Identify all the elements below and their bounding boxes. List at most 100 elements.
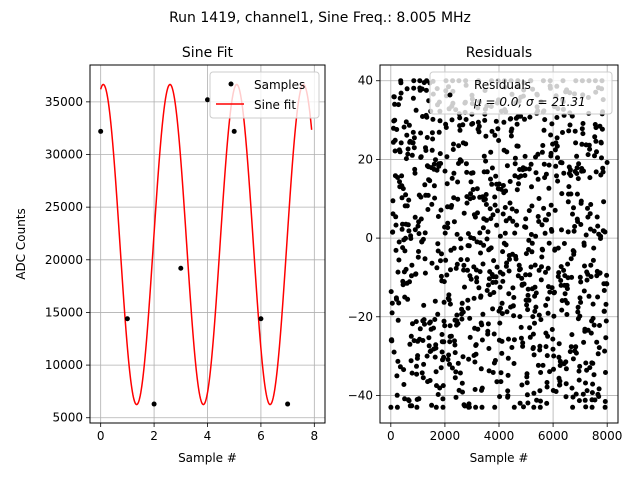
residual-point (398, 80, 404, 86)
residual-point (444, 181, 450, 187)
residual-point (437, 151, 443, 157)
residual-point (482, 117, 488, 123)
residual-point (402, 248, 408, 254)
residual-point (576, 368, 582, 374)
residual-point (596, 386, 602, 392)
residual-point (397, 179, 402, 185)
residual-point (523, 251, 529, 257)
residual-point (464, 169, 470, 175)
residual-point (574, 191, 580, 197)
residual-point (403, 235, 408, 241)
residual-point (514, 187, 520, 193)
residual-point (422, 256, 428, 262)
residual-point (541, 205, 547, 211)
residual-point (421, 317, 427, 323)
residual-point (440, 383, 446, 389)
residual-point (551, 366, 556, 372)
residual-point (442, 323, 448, 329)
residual-point (455, 179, 461, 185)
residual-point (444, 272, 450, 278)
residual-point (567, 167, 573, 173)
residuals-ytick-label: 40 (358, 74, 373, 88)
residual-point (502, 230, 508, 236)
residual-point (515, 273, 521, 279)
residual-point (583, 380, 588, 386)
residual-point (512, 161, 518, 167)
residual-point (558, 278, 564, 283)
residual-point (487, 206, 493, 212)
residual-point (573, 350, 579, 356)
residual-point (507, 200, 513, 206)
residual-point (542, 230, 548, 236)
residual-point (430, 136, 436, 142)
residual-point (447, 361, 452, 367)
residual-point (445, 357, 451, 362)
residual-point (439, 332, 445, 337)
residual-point (526, 208, 532, 214)
residual-point (575, 219, 581, 224)
residual-point (598, 233, 604, 239)
residual-point (452, 338, 457, 344)
residual-point (537, 347, 543, 353)
residuals-xtick-label: 8000 (592, 429, 623, 443)
residual-point (592, 397, 598, 403)
residual-point (438, 365, 444, 371)
residual-point (451, 195, 457, 201)
residual-point (601, 288, 607, 293)
residual-point (519, 275, 525, 281)
residuals-xtick-label: 0 (387, 429, 395, 443)
residual-point (441, 339, 447, 345)
residual-point (508, 116, 514, 122)
residual-point (403, 192, 409, 198)
residual-point (591, 372, 597, 378)
residual-point (578, 279, 584, 285)
residual-point (435, 241, 441, 247)
residual-point (478, 293, 484, 299)
residual-point (457, 115, 463, 121)
residual-point (595, 223, 601, 229)
residual-point (468, 179, 474, 185)
residual-point (399, 173, 405, 179)
residual-point (543, 171, 549, 177)
residual-point (410, 321, 415, 327)
residual-point (576, 398, 582, 404)
residual-point (604, 281, 610, 287)
residuals-ytick-label: −40 (348, 388, 373, 402)
residual-point (521, 404, 526, 410)
residual-point (499, 311, 505, 317)
residual-point (419, 86, 425, 92)
residual-point (446, 352, 452, 358)
residual-point (526, 297, 532, 303)
residual-point (514, 222, 520, 228)
residual-point (492, 194, 498, 200)
residual-point (538, 370, 544, 375)
residual-point (539, 254, 545, 260)
residual-point (534, 397, 540, 403)
residual-point (527, 272, 533, 278)
residual-point (592, 134, 598, 140)
residual-point (408, 358, 414, 364)
residual-point (549, 121, 555, 127)
residual-point (552, 289, 557, 295)
residual-point (392, 148, 398, 154)
residual-point (396, 300, 402, 306)
residual-point (557, 363, 563, 368)
residual-point (544, 384, 550, 390)
residual-point (391, 349, 397, 355)
residual-point (466, 404, 472, 410)
residual-point (401, 382, 407, 387)
residual-point (453, 394, 459, 400)
residual-point (430, 116, 436, 122)
residual-point (395, 317, 401, 323)
residual-point (582, 263, 587, 269)
residual-point (604, 272, 610, 278)
residual-point (530, 331, 536, 337)
residual-point (506, 336, 511, 342)
residuals-panel: Residuals 0 2000 4000 6000 8000 −40 −20 0 20 40 S… (348, 45, 623, 465)
residual-point (443, 257, 449, 263)
residual-point (491, 290, 497, 295)
residual-point (438, 273, 444, 279)
residual-point (511, 337, 517, 343)
residual-point (536, 219, 542, 224)
residual-point (518, 173, 524, 179)
